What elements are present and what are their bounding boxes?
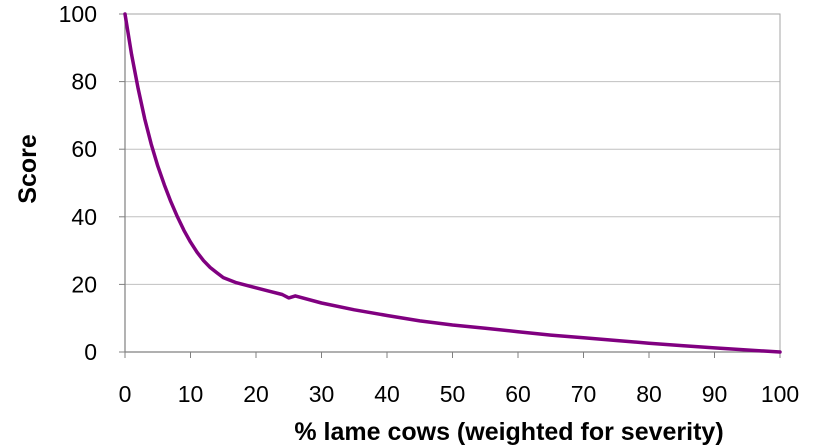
y-tick-label: 100: [59, 1, 97, 27]
y-tick-label: 80: [71, 69, 97, 95]
x-tick-label: 100: [761, 381, 799, 407]
x-tick-label: 50: [440, 381, 466, 407]
x-tick-label: 70: [571, 381, 597, 407]
x-tick-label: 10: [178, 381, 204, 407]
x-tick-label: 90: [702, 381, 728, 407]
x-tick-label: 20: [243, 381, 269, 407]
y-axis-label: Score: [14, 134, 42, 204]
axes: [124, 14, 781, 358]
x-axis-label: % lame cows (weighted for severity): [294, 418, 723, 446]
x-tick-label: 80: [636, 381, 662, 407]
y-tick-label: 60: [71, 136, 97, 162]
x-axis-tick-labels: 0 10 20 30 40 50 60 70 80 90 100: [119, 381, 800, 407]
x-tick-label: 30: [309, 381, 335, 407]
series-group: [123, 12, 782, 354]
series-line-0: [123, 12, 782, 354]
y-tick-label: 40: [71, 204, 97, 230]
x-tick-label: 0: [119, 381, 132, 407]
x-tick-label: 60: [505, 381, 531, 407]
x-tick-label: 40: [374, 381, 400, 407]
y-tick-label: 20: [71, 271, 97, 297]
plot-area-frame: [124, 13, 781, 353]
y-tick-label: 0: [84, 339, 97, 365]
gridlines: [119, 13, 780, 353]
y-axis-tick-labels: 0 20 40 60 80 100: [59, 1, 97, 365]
